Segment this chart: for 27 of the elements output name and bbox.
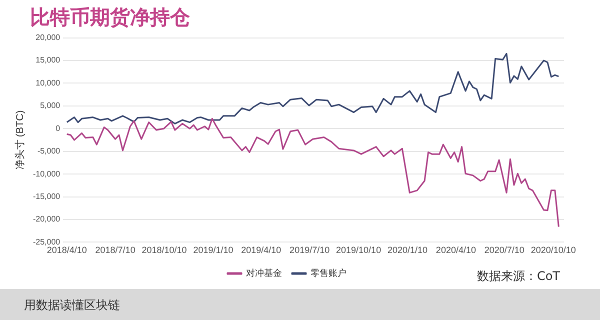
x-tick-label: 2020/4/10 <box>436 245 476 256</box>
x-tick-label: 2018/7/10 <box>95 245 136 256</box>
x-tick-label: 2019/4/10 <box>241 245 282 256</box>
y-tick-label: 10,000 <box>36 78 61 88</box>
legend-label: 对冲基金 <box>246 268 282 278</box>
x-tick-label: 2019/7/10 <box>290 245 330 256</box>
y-axis-title: 净头寸 (BTC) <box>14 110 26 170</box>
y-tick-label: 5,000 <box>40 101 61 110</box>
x-tick-label: 2018/4/10 <box>46 245 87 256</box>
legend-label: 零售账户 <box>310 268 346 278</box>
x-tick-label: 2020/1/10 <box>387 245 428 256</box>
y-tick-label: 0 <box>56 124 61 133</box>
x-tick-label: 2019/1/10 <box>193 245 234 256</box>
y-tick-label: -25,000 <box>32 237 61 246</box>
y-tick-label: -5,000 <box>37 146 61 156</box>
y-tick-label: 15,000 <box>36 56 61 65</box>
x-tick-label: 2019/10/10 <box>336 245 382 256</box>
y-tick-label: -10,000 <box>32 169 61 178</box>
source-note: 数据来源：CoT <box>476 268 560 285</box>
x-tick-label: 2020/10/10 <box>530 245 576 256</box>
y-tick-label: -20,000 <box>32 214 61 224</box>
chart-title: 比特币期货净持仓 <box>30 4 190 31</box>
x-tick-label: 2018/10/10 <box>142 245 187 256</box>
y-tick-label: -15,000 <box>32 192 61 201</box>
text: 用数据读懂区块链 <box>24 297 120 314</box>
x-tick-label: 2020/7/10 <box>484 245 524 256</box>
y-tick-label: 20,000 <box>36 33 61 42</box>
